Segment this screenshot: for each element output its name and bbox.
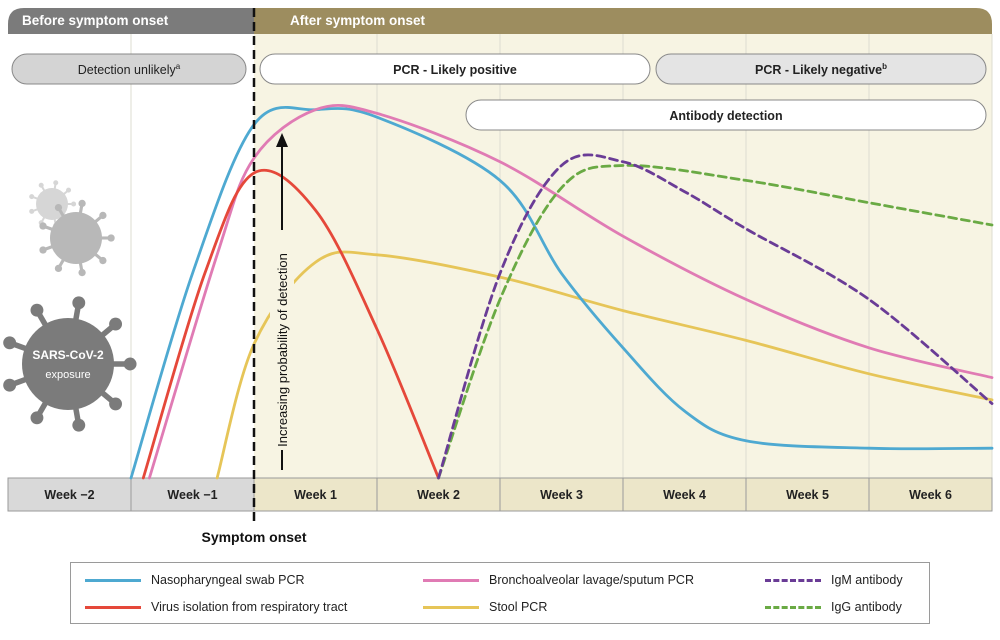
pill-antibody-detection-label: Antibody detection xyxy=(669,109,782,123)
y-axis-label: Increasing probability of detection xyxy=(275,253,290,447)
week-tick-label: Week 3 xyxy=(540,488,583,502)
virus-spike-tip xyxy=(78,199,86,208)
virus-spike-tip xyxy=(39,246,47,254)
virus-spike-tip xyxy=(53,180,59,186)
series-line-igg-antibody xyxy=(437,164,994,480)
virus-spike-tip xyxy=(38,182,44,188)
header-before-bar xyxy=(8,8,254,34)
week-tick-label: Week 2 xyxy=(417,488,460,502)
pill-antibody-detection xyxy=(465,99,987,131)
virus-spike-tip xyxy=(107,234,115,242)
virus-icon-medium xyxy=(39,199,115,277)
virus-spike-tip xyxy=(30,303,44,317)
curves xyxy=(129,103,994,480)
legend-swatch-virus-isolation xyxy=(85,605,141,609)
legend-label-virus-isolation: Virus isolation from respiratory tract xyxy=(151,600,348,614)
legend-swatch-bronchoalveolar xyxy=(423,578,479,582)
probability-arrow-head xyxy=(276,133,288,147)
virus-spike-tip xyxy=(99,211,107,220)
y-label-backdrop xyxy=(270,230,294,450)
legend-label-nasopharyngeal: Nasopharyngeal swab PCR xyxy=(151,573,305,587)
header-after-bar xyxy=(254,8,992,34)
pill-pcr-negative xyxy=(655,53,987,85)
virus-spike-tip xyxy=(29,194,35,200)
week-tick-label: Week 1 xyxy=(294,488,337,502)
virus-spike-tip xyxy=(123,357,137,371)
series-line-bronchoalveolar-lavage-sputum-pcr xyxy=(148,103,994,480)
legend-label-igg: IgG antibody xyxy=(831,600,902,614)
week-tick-label: Week 5 xyxy=(786,488,829,502)
virus-spike-tip xyxy=(109,397,123,411)
legend-label-bronchoalveolar: Bronchoalveolar lavage/sputum PCR xyxy=(489,573,694,587)
week-tick-label: Week 6 xyxy=(909,488,952,502)
legend-swatch-nasopharyngeal xyxy=(85,578,141,582)
header-after-label: After symptom onset xyxy=(290,13,426,28)
pill-pcr-negative-label: PCR - Likely negativeb xyxy=(755,62,887,77)
header-before-label: Before symptom onset xyxy=(22,13,169,28)
virus-spike-tip xyxy=(66,187,72,193)
week-axis-frame xyxy=(7,477,993,512)
legend-item-bronchoalveolar: Bronchoalveolar lavage/sputum PCR xyxy=(423,570,694,590)
legend-swatch-stool xyxy=(423,605,479,609)
legend-item-stool: Stool PCR xyxy=(423,597,547,617)
virus-label-line1: SARS-CoV-2 xyxy=(32,348,104,362)
week-axis: Week −2 Week −1 Week 1 Week 2 Week 3 Week 4 We… xyxy=(7,477,993,512)
virus-spike-tip xyxy=(54,203,63,212)
legend: Nasopharyngeal swab PCR Virus isolation … xyxy=(70,562,930,624)
pill-detection-unlikely-label: Detection unlikelya xyxy=(78,62,181,77)
pill-pcr-positive-label: PCR - Likely positive xyxy=(393,63,517,77)
virus-spike-tip xyxy=(54,264,63,273)
legend-item-igg: IgG antibody xyxy=(765,597,902,617)
virus-body xyxy=(50,212,102,264)
virus-spike-tip xyxy=(72,418,86,432)
virus-spike-tip xyxy=(109,317,123,331)
legend-swatch-igg xyxy=(765,605,821,609)
virus-spike-tip xyxy=(78,268,86,277)
legend-label-igm: IgM antibody xyxy=(831,573,903,587)
virus-spike-tip xyxy=(39,222,47,230)
series-line-nasopharyngeal-swab-pcr xyxy=(129,106,994,480)
virus-label-line2: exposure xyxy=(45,369,90,381)
virus-body xyxy=(22,318,114,410)
virus-spike-tip xyxy=(3,378,17,392)
virus-spike-tip xyxy=(3,336,17,350)
symptom-onset-label: Symptom onset xyxy=(201,529,306,545)
virus-icon-large xyxy=(3,296,137,432)
legend-item-virus-isolation: Virus isolation from respiratory tract xyxy=(85,597,347,617)
virus-spike-tip xyxy=(72,296,86,310)
week-tick-label: Week −1 xyxy=(167,488,217,502)
legend-item-nasopharyngeal: Nasopharyngeal swab PCR xyxy=(85,570,305,590)
virus-spike-tip xyxy=(71,201,77,207)
virus-spike-tip xyxy=(99,256,107,265)
week-tick-label: Week 4 xyxy=(663,488,706,502)
legend-swatch-igm xyxy=(765,578,821,582)
pill-pcr-positive xyxy=(259,53,651,85)
series-line-igm-antibody xyxy=(437,153,994,480)
pill-detection-unlikely xyxy=(11,53,247,85)
series-line-stool-pcr xyxy=(215,250,994,480)
series-line-virus-isolation-from-respiratory-tract xyxy=(141,168,440,480)
virus-spike-tip xyxy=(30,411,44,425)
legend-item-igm: IgM antibody xyxy=(765,570,903,590)
week-tick-label: Week −2 xyxy=(44,488,94,502)
legend-label-stool: Stool PCR xyxy=(489,600,548,614)
virus-spike-tip xyxy=(29,208,35,214)
